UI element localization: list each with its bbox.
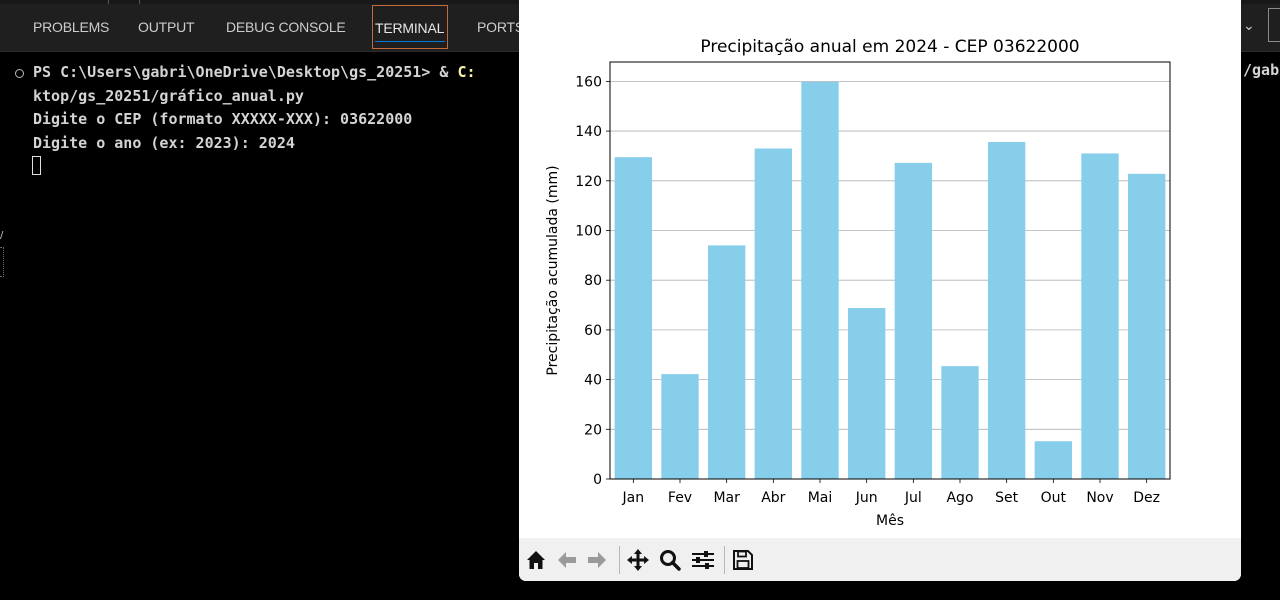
tab-output[interactable]: OUTPUT — [138, 19, 195, 35]
chevron-down-icon[interactable]: ⌄ — [1243, 18, 1255, 34]
bar-chart: 0 20 40 60 80 100 120 140 160 Jan Fev Mar Abr Mai Jun J… — [545, 37, 1171, 529]
panel-action-button[interactable] — [1268, 8, 1280, 42]
plot-window[interactable]: 0 20 40 60 80 100 120 140 160 Jan Fev Mar Abr Mai Jun J… — [519, 0, 1241, 581]
prompt-status-icon — [15, 69, 24, 78]
bar-set — [988, 142, 1026, 479]
y-tick-label: 80 — [584, 273, 602, 289]
bar-jul — [894, 162, 932, 479]
tab-terminal[interactable]: TERMINAL — [372, 5, 448, 49]
y-tick-label: 160 — [575, 74, 602, 90]
plot-toolbar — [519, 538, 1241, 581]
terminal[interactable]: PS C:\Users\gabri\OneDrive\Desktop\gs_20… — [0, 52, 1280, 600]
y-tick-label: 40 — [584, 373, 602, 389]
chart-title: Precipitação anual em 2024 - CEP 0362200… — [700, 37, 1079, 57]
edge-mark: / — [0, 230, 4, 241]
terminal-line-3: Digite o CEP (formato XXXXX-XXX): 036220… — [33, 110, 413, 128]
x-tick-label: Dez — [1133, 490, 1160, 506]
terminal-prompt: PS C:\Users\gabri\OneDrive\Desktop\gs_20… — [33, 63, 440, 81]
x-tick-label: Ago — [946, 490, 973, 506]
edge-mark — [0, 247, 4, 277]
bar-mar — [708, 245, 746, 479]
x-tick-label: Mai — [808, 490, 833, 506]
back-icon[interactable] — [555, 548, 579, 572]
x-tick-label: Jul — [904, 490, 922, 506]
home-icon[interactable] — [525, 548, 547, 572]
axes-frame — [609, 61, 1171, 480]
terminal-line-1: PS C:\Users\gabri\OneDrive\Desktop\gs_20… — [33, 61, 476, 84]
y-axis-label: Precipitação acumulada (mm) — [545, 165, 561, 375]
y-tick-label: 140 — [575, 124, 602, 140]
x-tick-label: Fev — [668, 490, 692, 506]
bar-jun — [848, 308, 886, 479]
bar-dez — [1128, 173, 1166, 479]
forward-icon[interactable] — [585, 548, 609, 572]
zoom-icon[interactable] — [658, 548, 682, 572]
y-tick-label: 0 — [593, 472, 602, 488]
tab-debug-console[interactable]: DEBUG CONSOLE — [226, 19, 346, 35]
terminal-amp: & — [439, 63, 458, 81]
bar-fev — [661, 374, 699, 479]
bar-abr — [754, 148, 792, 480]
y-tick-label: 20 — [584, 422, 602, 438]
y-tick-label: 120 — [575, 174, 602, 190]
x-axis-label: Mês — [876, 513, 904, 529]
x-tick-label: Jan — [622, 490, 645, 506]
x-tick-label: Set — [995, 490, 1019, 506]
top-divider — [108, 0, 109, 4]
x-tick-label: Out — [1041, 490, 1067, 506]
toolbar-separator — [724, 546, 725, 574]
editor-edge: / — [0, 52, 5, 600]
tab-ports[interactable]: PORTS — [477, 19, 524, 35]
x-tick-label: Jun — [855, 490, 878, 506]
terminal-command: C: — [457, 63, 476, 81]
bar-jan — [614, 157, 652, 479]
bar-nov — [1081, 153, 1119, 479]
pan-icon[interactable] — [625, 548, 651, 572]
y-tick-label: 100 — [575, 223, 602, 239]
terminal-line-2: ktop/gs_20251/gráfico_anual.py — [33, 87, 304, 105]
top-divider — [139, 0, 140, 4]
x-tick-label: Nov — [1086, 490, 1113, 506]
tab-problems[interactable]: PROBLEMS — [33, 19, 110, 35]
configure-subplots-icon[interactable] — [690, 548, 716, 572]
bar-out — [1034, 441, 1072, 479]
terminal-wrap-fragment: /gabr — [1243, 61, 1280, 79]
bar-ago — [941, 366, 979, 479]
y-tick-label: 60 — [584, 323, 602, 339]
bar-mai — [801, 81, 839, 480]
x-tick-label: Mar — [713, 490, 740, 506]
toolbar-separator — [619, 546, 620, 574]
terminal-line-4: Digite o ano (ex: 2023): 2024 — [33, 134, 295, 152]
x-tick-label: Abr — [761, 490, 785, 506]
save-icon[interactable] — [731, 548, 755, 572]
terminal-cursor — [32, 156, 41, 175]
